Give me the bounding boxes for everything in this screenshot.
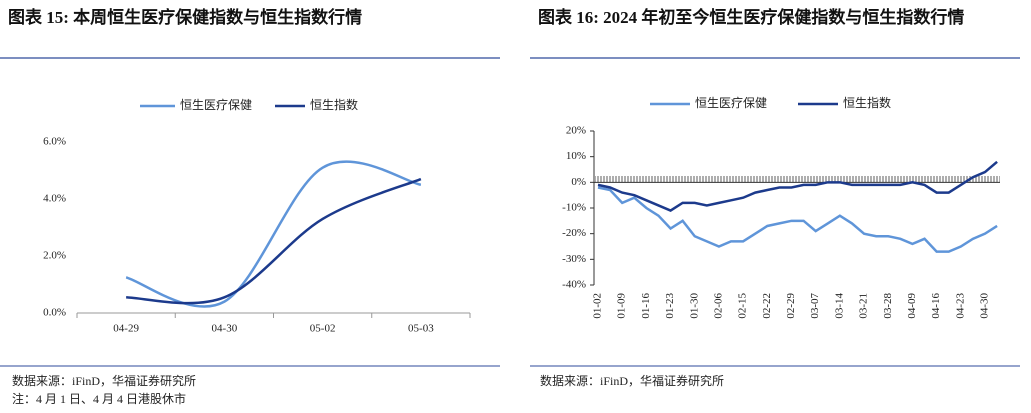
x-tick-label: 01-23 (664, 293, 676, 319)
x-tick-label: 01-09 (616, 293, 628, 319)
x-tick-label: 03-28 (882, 293, 894, 319)
chart-title: 图表 15: 本周恒生医疗保健指数与恒生指数行情 (8, 8, 363, 27)
legend-label: 恒生医疗保健 (695, 96, 767, 110)
chart-title: 图表 16: 2024 年初至今恒生医疗保健指数与恒生指数行情 (538, 8, 965, 27)
y-tick-label: 2.0% (43, 250, 66, 262)
x-tick-label: 04-29 (113, 323, 139, 335)
x-tick-label: 04-09 (906, 293, 918, 319)
x-tick-label: 02-06 (712, 293, 724, 319)
legend-label: 恒生医疗保健 (180, 98, 252, 112)
x-tick-label: 04-16 (930, 293, 942, 319)
x-tick-label: 04-30 (979, 293, 991, 319)
series-line (125, 160, 422, 308)
x-tick-label: 01-16 (640, 293, 652, 319)
x-tick-label: 04-23 (954, 293, 966, 319)
x-tick-label: 02-29 (785, 293, 797, 319)
y-tick-label: 4.0% (43, 193, 66, 205)
series-line (597, 160, 998, 212)
x-tick-label: 01-02 (592, 293, 604, 319)
x-tick-label: 04-30 (212, 323, 238, 335)
series-line (126, 177, 422, 305)
x-tick-label: 02-15 (737, 293, 749, 319)
legend-label: 恒生指数 (843, 95, 891, 110)
legend-label: 恒生指数 (310, 97, 358, 112)
x-tick-label: 05-03 (408, 323, 434, 335)
y-tick-label: 0.0% (43, 307, 66, 319)
y-tick-label: -30% (562, 253, 586, 265)
source-note: 数据来源：iFinD，华福证券研究所 (12, 374, 197, 388)
series-line (597, 186, 998, 253)
source-note: 注：4 月 1 日、4 月 4 日港股休市 (12, 392, 187, 406)
y-tick-label: 0% (571, 176, 586, 188)
y-tick-label: -20% (562, 227, 586, 239)
source-note: 数据来源：iFinD，华福证券研究所 (540, 374, 725, 388)
y-tick-label: -40% (562, 279, 586, 291)
x-tick-label: 01-30 (688, 293, 700, 319)
y-tick-label: -10% (562, 202, 586, 214)
x-tick-label: 03-07 (809, 293, 821, 319)
y-tick-label: 20% (566, 125, 586, 137)
axis-hatch (595, 176, 1000, 182)
x-tick-label: 02-22 (761, 293, 773, 319)
x-tick-label: 03-14 (833, 293, 845, 319)
x-tick-label: 03-21 (858, 293, 870, 319)
y-tick-label: 10% (566, 150, 586, 162)
x-tick-label: 05-02 (310, 323, 336, 335)
y-tick-label: 6.0% (43, 136, 66, 148)
